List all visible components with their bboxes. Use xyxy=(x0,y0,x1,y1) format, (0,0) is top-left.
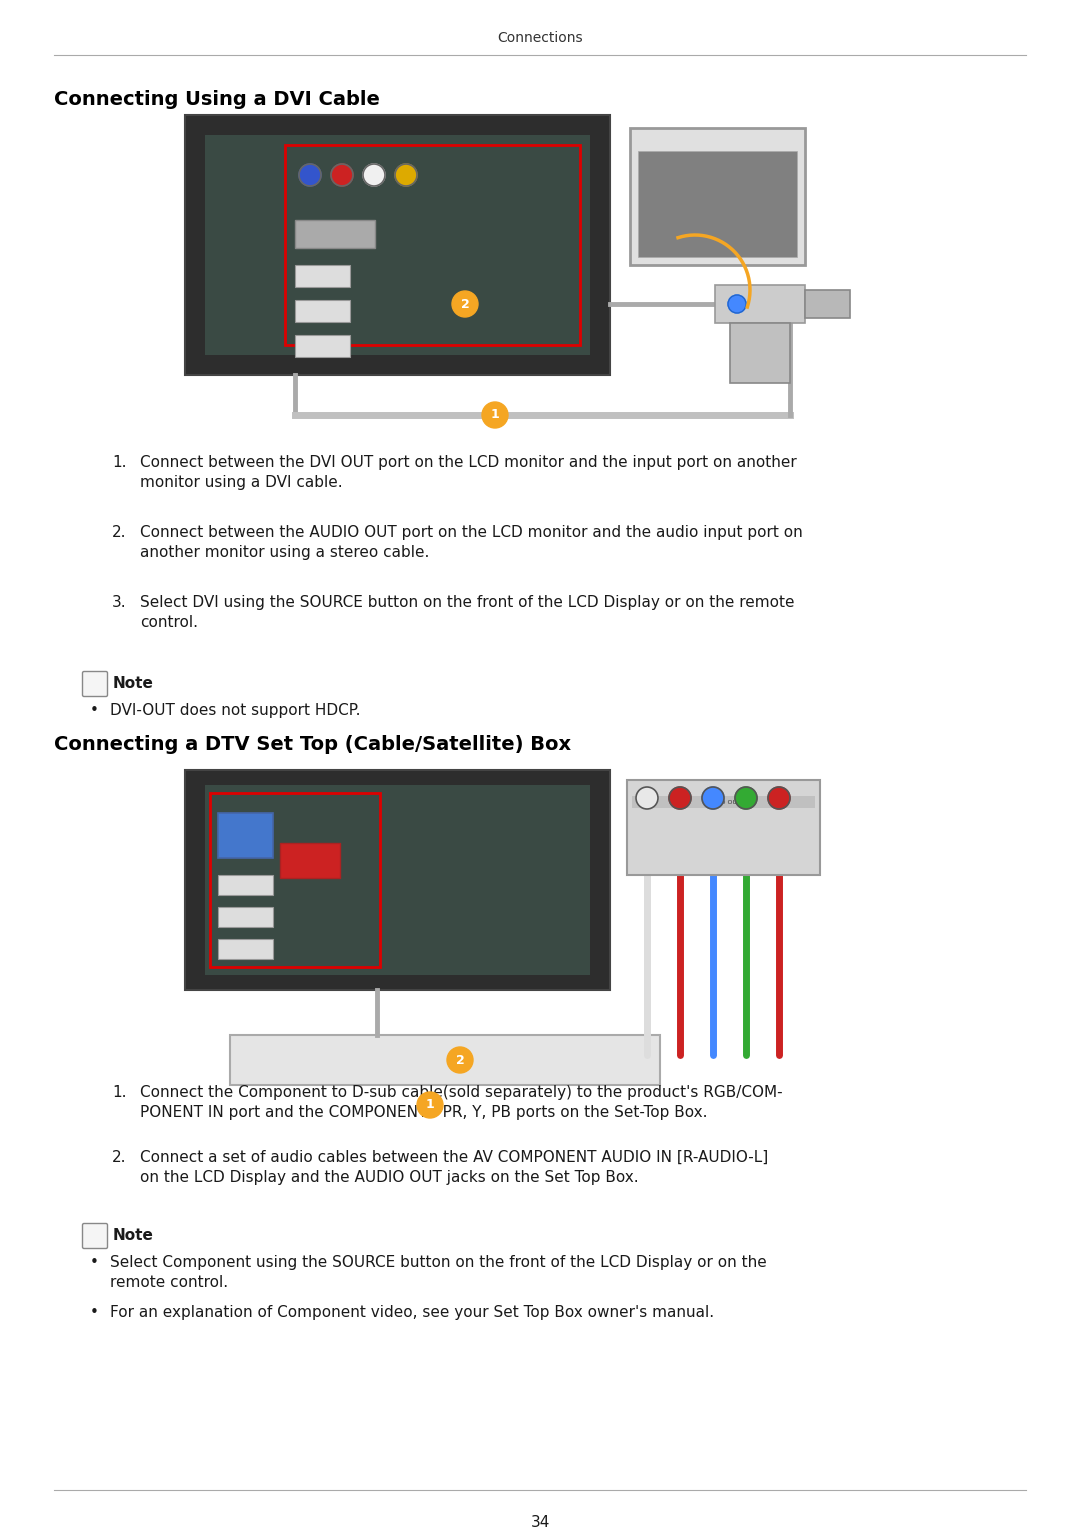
Circle shape xyxy=(636,786,658,809)
Text: 1: 1 xyxy=(490,409,499,421)
Text: monitor using a DVI cable.: monitor using a DVI cable. xyxy=(140,475,342,490)
Text: Connecting Using a DVI Cable: Connecting Using a DVI Cable xyxy=(54,90,380,108)
Text: Connecting a DTV Set Top (Cable/Satellite) Box: Connecting a DTV Set Top (Cable/Satellit… xyxy=(54,734,571,754)
Bar xyxy=(185,115,610,376)
Circle shape xyxy=(669,786,691,809)
Bar xyxy=(285,145,580,345)
Text: For an explanation of Component video, see your Set Top Box owner's manual.: For an explanation of Component video, s… xyxy=(110,1306,714,1319)
Text: control.: control. xyxy=(140,615,198,631)
Circle shape xyxy=(395,163,417,186)
Text: DVI-OUT does not support HDCP.: DVI-OUT does not support HDCP. xyxy=(110,702,361,718)
Bar xyxy=(715,286,805,324)
Bar xyxy=(280,843,340,878)
Bar xyxy=(210,793,380,967)
Bar xyxy=(632,796,815,808)
Bar xyxy=(230,1035,660,1086)
Bar xyxy=(295,334,350,357)
Text: Select DVI using the SOURCE button on the front of the LCD Display or on the rem: Select DVI using the SOURCE button on th… xyxy=(140,596,795,609)
Text: PONENT IN port and the COMPONENT - PR, Y, PB ports on the Set-Top Box.: PONENT IN port and the COMPONENT - PR, Y… xyxy=(140,1106,707,1119)
Bar xyxy=(218,812,273,858)
Circle shape xyxy=(728,295,746,313)
Bar xyxy=(630,128,805,266)
Bar xyxy=(627,780,820,875)
Text: 3.: 3. xyxy=(112,596,126,609)
Bar xyxy=(638,151,797,257)
Text: 1.: 1. xyxy=(112,455,126,470)
Text: Connections: Connections xyxy=(497,31,583,44)
Text: Connect between the DVI OUT port on the LCD monitor and the input port on anothe: Connect between the DVI OUT port on the … xyxy=(140,455,797,470)
Text: 34: 34 xyxy=(530,1515,550,1527)
Circle shape xyxy=(453,292,478,318)
Circle shape xyxy=(768,786,789,809)
Circle shape xyxy=(330,163,353,186)
Bar xyxy=(295,220,375,247)
Circle shape xyxy=(363,163,384,186)
Text: •: • xyxy=(90,1306,99,1319)
Text: •: • xyxy=(90,1255,99,1270)
Text: Connect a set of audio cables between the AV COMPONENT AUDIO IN [R-AUDIO-L]: Connect a set of audio cables between th… xyxy=(140,1150,768,1165)
Bar xyxy=(730,324,789,383)
Bar xyxy=(295,299,350,322)
Bar xyxy=(205,134,590,354)
Text: AUDIO OUT: AUDIO OUT xyxy=(705,800,741,805)
Text: 2.: 2. xyxy=(112,1150,126,1165)
Text: 2: 2 xyxy=(461,298,470,310)
FancyBboxPatch shape xyxy=(82,672,108,696)
FancyBboxPatch shape xyxy=(82,1223,108,1249)
Bar xyxy=(218,939,273,959)
Text: Connect the Component to D-sub cable(sold separately) to the product's RGB/COM-: Connect the Component to D-sub cable(sol… xyxy=(140,1086,783,1099)
Text: 1.: 1. xyxy=(112,1086,126,1099)
Text: on the LCD Display and the AUDIO OUT jacks on the Set Top Box.: on the LCD Display and the AUDIO OUT jac… xyxy=(140,1170,638,1185)
Bar xyxy=(295,266,350,287)
Circle shape xyxy=(299,163,321,186)
Text: another monitor using a stereo cable.: another monitor using a stereo cable. xyxy=(140,545,430,560)
Circle shape xyxy=(417,1092,443,1118)
Text: •: • xyxy=(90,702,99,718)
Text: Connect between the AUDIO OUT port on the LCD monitor and the audio input port o: Connect between the AUDIO OUT port on th… xyxy=(140,525,802,541)
Circle shape xyxy=(482,402,508,428)
Bar xyxy=(218,907,273,927)
Text: Note: Note xyxy=(113,1228,153,1243)
Circle shape xyxy=(447,1048,473,1073)
Circle shape xyxy=(702,786,724,809)
Bar xyxy=(205,785,590,976)
Text: remote control.: remote control. xyxy=(110,1275,228,1290)
Bar xyxy=(805,290,850,318)
Bar xyxy=(218,875,273,895)
Text: 1: 1 xyxy=(426,1098,434,1112)
Text: 2: 2 xyxy=(456,1054,464,1066)
Text: 2.: 2. xyxy=(112,525,126,541)
Circle shape xyxy=(735,786,757,809)
Bar xyxy=(185,770,610,989)
Text: Note: Note xyxy=(113,676,153,692)
Text: Select Component using the SOURCE button on the front of the LCD Display or on t: Select Component using the SOURCE button… xyxy=(110,1255,767,1270)
